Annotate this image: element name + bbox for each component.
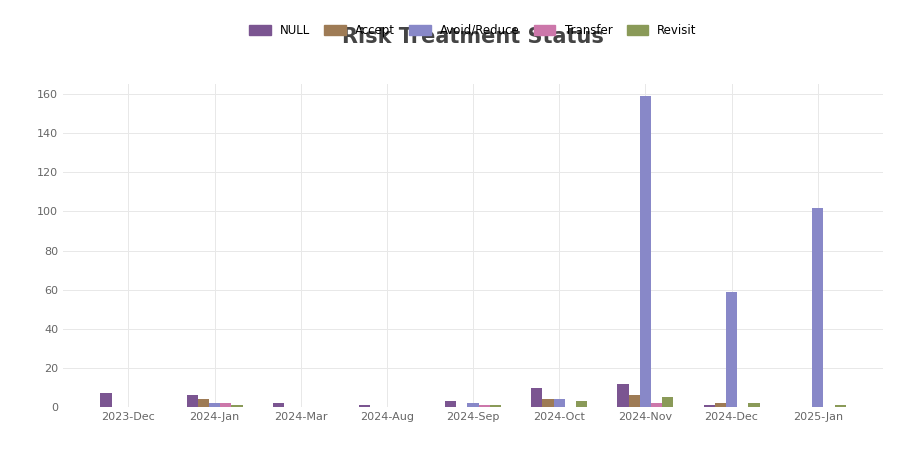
Bar bbox=[714, 403, 726, 407]
Bar bbox=[197, 399, 209, 407]
Bar bbox=[576, 401, 587, 407]
Bar bbox=[662, 397, 673, 407]
Bar bbox=[726, 292, 737, 407]
Legend: NULL, Accept, Avoid/Reduce, Transfer, Revisit: NULL, Accept, Avoid/Reduce, Transfer, Re… bbox=[244, 19, 702, 42]
Bar bbox=[273, 403, 284, 407]
Bar bbox=[232, 405, 242, 407]
Bar bbox=[359, 405, 370, 407]
Title: Risk Treatment Status: Risk Treatment Status bbox=[342, 27, 604, 47]
Bar bbox=[478, 405, 490, 407]
Bar bbox=[617, 384, 629, 407]
Bar bbox=[468, 403, 478, 407]
Bar bbox=[445, 401, 456, 407]
Bar bbox=[651, 403, 662, 407]
Bar bbox=[834, 405, 846, 407]
Bar bbox=[187, 395, 197, 407]
Bar bbox=[220, 403, 232, 407]
Bar bbox=[209, 403, 220, 407]
Bar bbox=[553, 399, 565, 407]
Bar bbox=[640, 96, 651, 407]
Bar bbox=[749, 403, 760, 407]
Bar bbox=[100, 394, 112, 407]
Bar bbox=[629, 395, 640, 407]
Bar bbox=[812, 207, 824, 407]
Bar bbox=[532, 388, 542, 407]
Bar bbox=[490, 405, 501, 407]
Bar bbox=[704, 405, 714, 407]
Bar bbox=[542, 399, 553, 407]
